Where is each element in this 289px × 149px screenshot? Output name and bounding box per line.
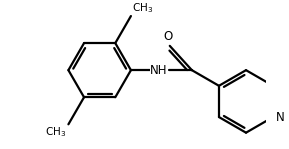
Text: O: O	[163, 30, 173, 43]
Text: N: N	[275, 111, 284, 124]
Text: CH$_3$: CH$_3$	[132, 1, 153, 15]
Text: CH$_3$: CH$_3$	[45, 125, 66, 139]
Text: NH: NH	[150, 64, 168, 77]
